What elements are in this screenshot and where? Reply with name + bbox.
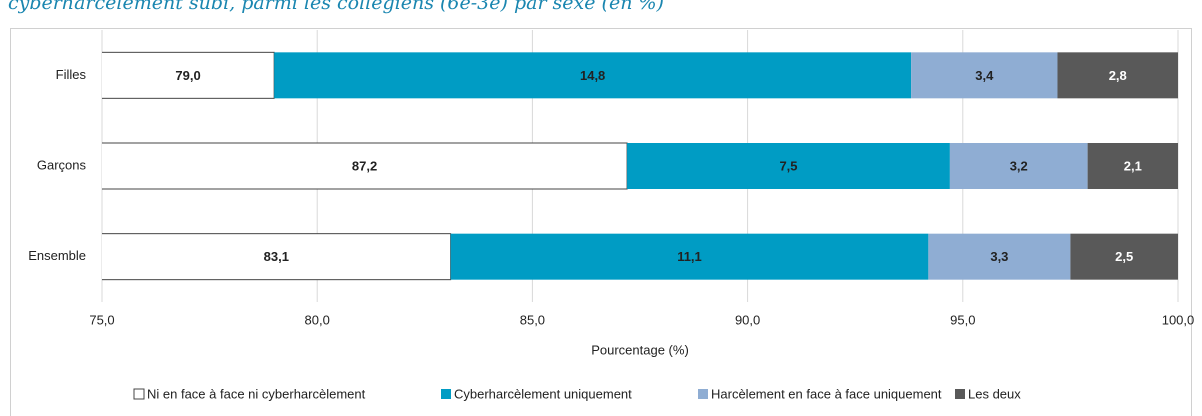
bar-segment: [1070, 233, 1178, 280]
x-tick-label: 95,0: [950, 312, 975, 327]
value-label: 14,8: [580, 68, 605, 83]
legend-label: Harcèlement en face à face uniquement: [711, 386, 942, 401]
x-tick-label: 75,0: [89, 312, 114, 327]
value-label: 11,1: [677, 249, 702, 264]
legend-swatch: [698, 389, 708, 399]
bar-segment: [928, 233, 1071, 280]
bar-segment: [911, 52, 1058, 99]
bar-segment: [1087, 143, 1178, 189]
value-label: 2,5: [1115, 249, 1133, 264]
bar-segment: [627, 143, 950, 189]
value-label: 83,1: [264, 249, 289, 264]
value-label: 3,3: [990, 249, 1008, 264]
bar-segment: [274, 52, 912, 99]
chart-title: cyberharcèlement subi, parmi les collégi…: [8, 0, 664, 14]
bar-segment: [450, 233, 929, 280]
bar-segment: [102, 233, 452, 281]
legend-label: Les deux: [968, 386, 1021, 401]
y-tick-label: Ensemble: [28, 248, 86, 263]
y-tick-label: Garçons: [37, 157, 87, 172]
value-label: 2,1: [1124, 158, 1142, 173]
bars: [102, 51, 1178, 281]
legend-label: Cyberharcèlement uniquement: [454, 386, 632, 401]
value-label: 7,5: [779, 158, 797, 173]
bar-segment: [1057, 52, 1178, 99]
legend-swatch: [441, 389, 451, 399]
legend-swatch: [955, 389, 965, 399]
x-axis-label: Pourcentage (%): [591, 342, 689, 357]
value-label: 87,2: [352, 158, 377, 173]
value-label: 2,8: [1109, 68, 1127, 83]
x-tick-label: 85,0: [520, 312, 545, 327]
chart-frame: [10, 28, 1192, 416]
y-tick-label: Filles: [56, 67, 87, 82]
x-tick-label: 100,0: [1162, 312, 1195, 327]
value-label: 3,4: [975, 68, 994, 83]
value-label: 79,0: [175, 68, 200, 83]
x-tick-label: 80,0: [305, 312, 330, 327]
bar-segment: [102, 51, 275, 99]
value-label: 3,2: [1010, 158, 1028, 173]
bar-segment: [949, 143, 1088, 189]
x-tick-label: 90,0: [735, 312, 760, 327]
bar-segment: [102, 142, 628, 190]
legend-swatch: [133, 388, 145, 400]
legend-label: Ni en face à face ni cyberharcèlement: [147, 386, 366, 401]
